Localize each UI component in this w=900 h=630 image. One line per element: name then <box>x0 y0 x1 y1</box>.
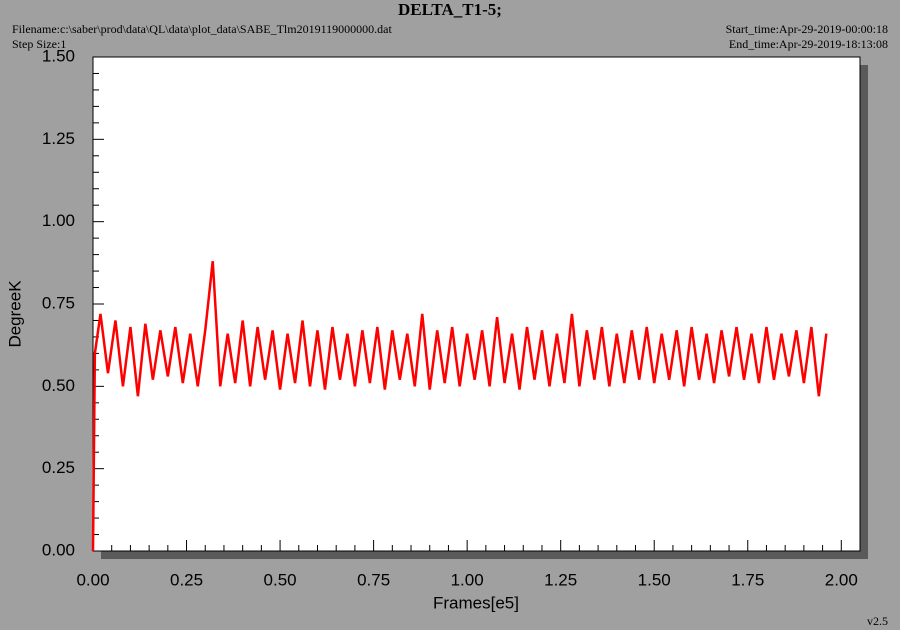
y-tick-label: 0.75 <box>42 293 75 312</box>
x-axis-label: Frames[e5] <box>433 593 519 612</box>
y-tick-label: 0.50 <box>42 376 75 395</box>
step-size: Step Size:1 <box>12 37 66 51</box>
y-tick-label: 0.25 <box>42 458 75 477</box>
y-tick-label: 1.50 <box>42 46 75 65</box>
x-tick-label: 0.75 <box>357 570 390 589</box>
x-tick-label: 1.75 <box>731 570 764 589</box>
y-tick-label: 1.00 <box>42 211 75 230</box>
x-tick-label: 1.50 <box>638 570 671 589</box>
end-time: End_time:Apr-29-2019-18:13:08 <box>729 37 888 51</box>
y-axis-label: DegreeK <box>5 280 24 348</box>
chart-title: DELTA_T1-5; <box>398 0 502 19</box>
filename: Filename:c:\saber\prod\data\QL\data\plot… <box>12 22 392 36</box>
version: v2.5 <box>867 614 888 628</box>
data-line <box>91 261 828 552</box>
start-time: Start_time:Apr-29-2019-00:00:18 <box>726 22 888 36</box>
y-tick-label: 0.00 <box>42 540 75 559</box>
plot-area <box>92 56 861 552</box>
y-tick-label: 1.25 <box>42 129 75 148</box>
x-tick-label: 0.25 <box>170 570 203 589</box>
x-tick-label: 0.50 <box>264 570 297 589</box>
x-tick-label: 2.00 <box>825 570 858 589</box>
x-tick-label: 1.25 <box>544 570 577 589</box>
x-tick-label: 1.00 <box>451 570 484 589</box>
x-tick-label: 0.00 <box>76 570 109 589</box>
